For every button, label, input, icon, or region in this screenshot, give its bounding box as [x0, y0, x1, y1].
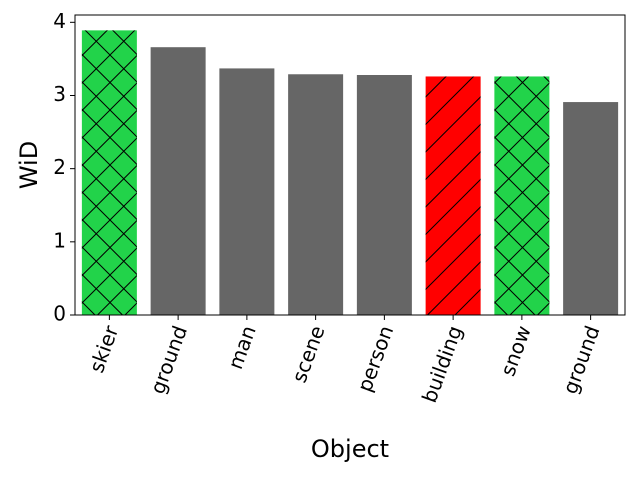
- plot-area: [81, 30, 619, 316]
- y-axis-label: WiD: [15, 141, 43, 189]
- bar: [150, 47, 206, 315]
- y-tick-label: 0: [53, 302, 66, 326]
- bar: [288, 74, 344, 315]
- x-tick-label: man: [223, 322, 261, 372]
- x-tick-label: person: [352, 322, 398, 395]
- bar: [356, 75, 412, 315]
- x-tick-label: ground: [145, 322, 192, 397]
- y-tick-label: 1: [53, 228, 66, 252]
- x-tick-label: building: [417, 322, 467, 405]
- y-tick-label: 2: [53, 155, 66, 179]
- y-tick-label: 3: [53, 82, 66, 106]
- axes-frame: [74, 14, 626, 316]
- bar: [563, 102, 619, 315]
- bar-hatch: [81, 30, 137, 316]
- x-tick-label: ground: [558, 322, 605, 397]
- x-tick-label: scene: [287, 322, 330, 385]
- bar: [219, 68, 275, 315]
- y-tick-label: 4: [53, 9, 66, 33]
- x-tick-label: snow: [496, 322, 536, 379]
- bar-hatch: [425, 76, 481, 316]
- bar-hatch: [494, 76, 550, 316]
- x-tick-label: skier: [84, 322, 123, 376]
- x-axis-label: Object: [311, 435, 389, 463]
